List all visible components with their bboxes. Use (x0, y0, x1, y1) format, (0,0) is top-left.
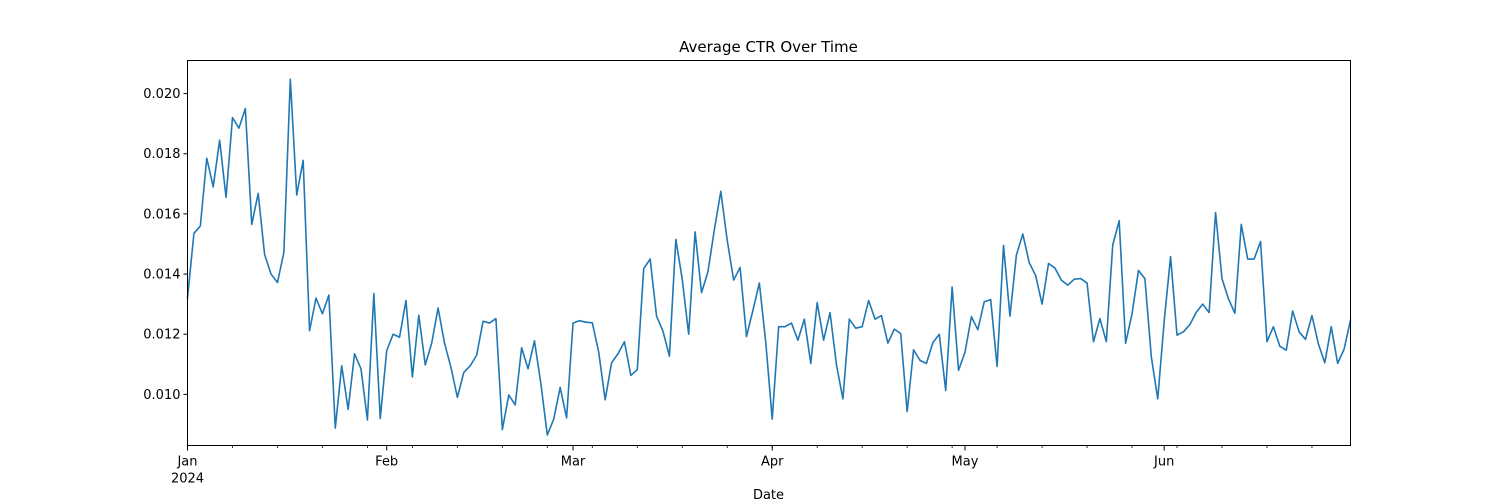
x-tick-sublabel: 2024 (171, 472, 204, 487)
x-tick-label: Feb (375, 455, 398, 470)
series-line (186, 78, 1352, 436)
x-tick-label: Mar (561, 455, 586, 470)
x-tick-label: Jun (1153, 455, 1174, 470)
chart-title: Average CTR Over Time (679, 38, 858, 56)
y-tick-label: 0.018 (143, 147, 180, 162)
x-axis-ticks: Jan 2024 Feb Mar Apr May Jun (171, 445, 1174, 487)
plot-frame (187, 60, 1351, 446)
x-tick-label: Apr (761, 455, 784, 470)
y-tick-label: 0.020 (143, 87, 180, 102)
y-axis-ticks: 0.010 0.012 0.014 0.016 0.018 0.020 (143, 87, 188, 403)
y-tick-label: 0.012 (143, 328, 180, 343)
x-axis-label: Date (753, 488, 784, 500)
x-tick-label: Jan (176, 455, 197, 470)
y-tick-label: 0.016 (143, 207, 180, 222)
y-tick-label: 0.010 (143, 388, 180, 403)
x-tick-label: May (952, 455, 979, 470)
y-tick-label: 0.014 (143, 268, 180, 283)
